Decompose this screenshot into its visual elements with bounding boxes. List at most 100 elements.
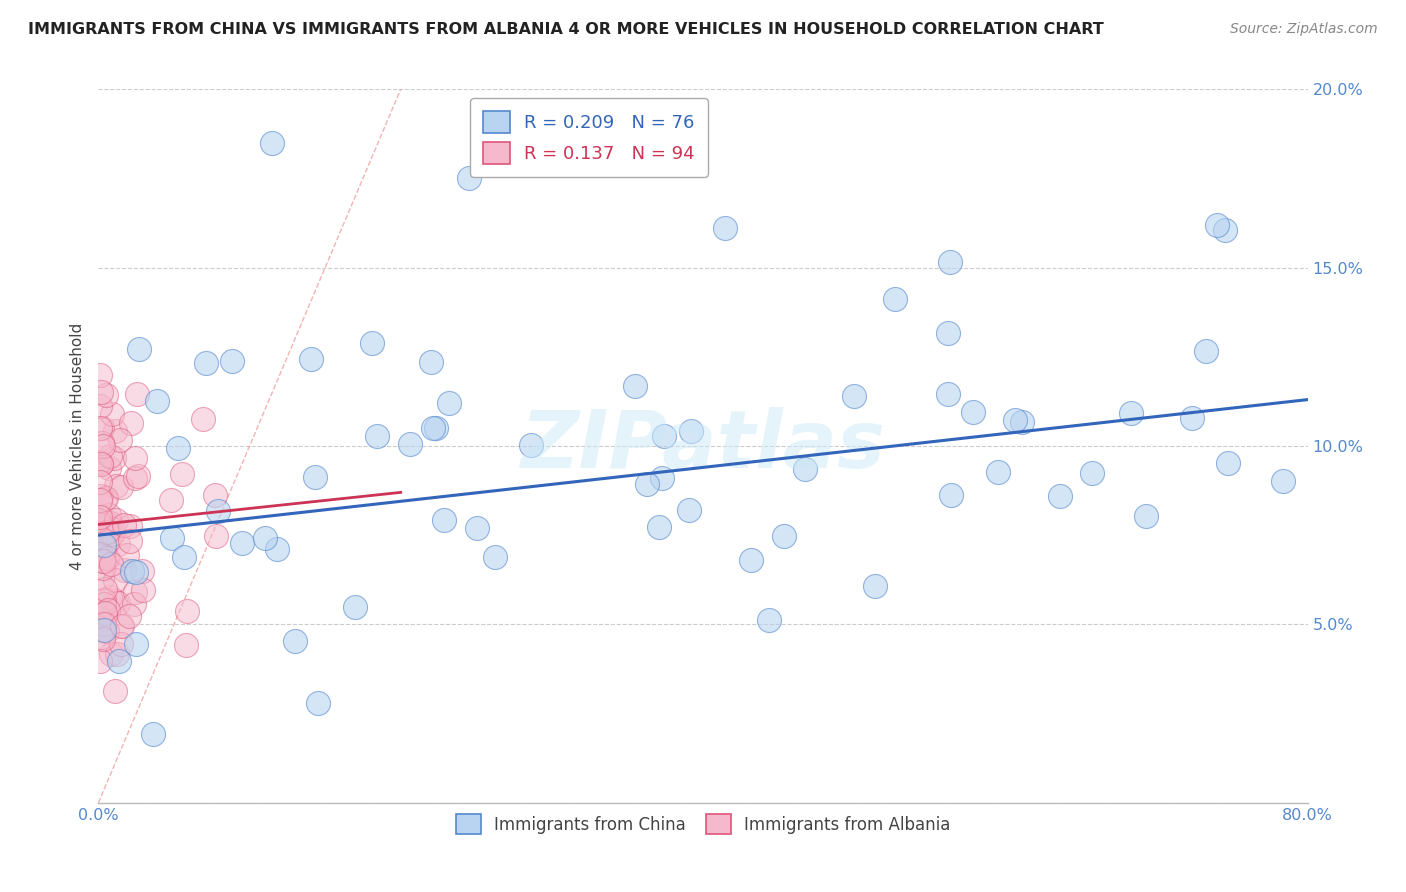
Point [96, 551, 118, 566]
Point [91, 623, 114, 637]
Point [90, 547, 112, 561]
Point [160, 493, 183, 508]
Point [740, 552, 762, 566]
Y-axis label: 4 or more Vehicles in Household: 4 or more Vehicles in Household [69, 322, 84, 570]
Point [624, 379, 647, 393]
Point [484, 549, 506, 564]
Point [90, 436, 112, 450]
Point [91, 421, 114, 435]
Point [262, 136, 284, 150]
Point [173, 549, 195, 564]
Point [100, 407, 122, 421]
Point [89, 612, 111, 626]
Point [176, 604, 198, 618]
Point [162, 531, 184, 545]
Point [120, 416, 142, 430]
Point [344, 600, 367, 615]
Point [128, 342, 150, 356]
Point [176, 638, 198, 652]
Point [89, 654, 111, 668]
Point [1195, 344, 1218, 359]
Point [94, 491, 117, 505]
Point [1181, 411, 1204, 425]
Point [231, 536, 253, 550]
Point [118, 533, 141, 548]
Point [98, 508, 121, 522]
Point [714, 220, 737, 235]
Point [93, 597, 115, 611]
Point [97, 520, 120, 534]
Point [90, 490, 112, 504]
Point [89, 368, 111, 382]
Point [93, 538, 115, 552]
Point [89, 492, 111, 507]
Point [120, 519, 142, 533]
Point [111, 619, 134, 633]
Point [1215, 223, 1237, 237]
Point [110, 619, 132, 633]
Text: IMMIGRANTS FROM CHINA VS IMMIGRANTS FROM ALBANIA 4 OR MORE VEHICLES IN HOUSEHOLD: IMMIGRANTS FROM CHINA VS IMMIGRANTS FROM… [28, 22, 1104, 37]
Point [146, 394, 169, 409]
Point [94, 491, 117, 505]
Point [91, 554, 114, 568]
Point [97, 460, 120, 475]
Point [124, 584, 146, 599]
Point [96, 525, 118, 540]
Point [115, 548, 138, 562]
Point [301, 351, 323, 366]
Point [307, 696, 329, 710]
Point [90, 518, 112, 533]
Point [91, 631, 114, 645]
Point [939, 255, 962, 269]
Point [636, 476, 658, 491]
Point [1119, 406, 1142, 420]
Point [204, 487, 226, 501]
Point [101, 526, 124, 541]
Point [1049, 489, 1071, 503]
Point [127, 469, 149, 483]
Point [172, 467, 194, 482]
Point [90, 571, 112, 585]
Point [439, 396, 461, 410]
Point [1011, 415, 1033, 429]
Point [366, 429, 388, 443]
Point [89, 399, 111, 413]
Point [1004, 413, 1026, 427]
Point [204, 529, 226, 543]
Point [96, 524, 118, 539]
Point [107, 595, 129, 609]
Point [104, 573, 127, 587]
Point [360, 335, 382, 350]
Point [89, 510, 111, 524]
Point [93, 616, 115, 631]
Point [93, 582, 115, 597]
Point [191, 412, 214, 426]
Point [90, 457, 112, 471]
Point [104, 513, 127, 527]
Point [103, 450, 125, 465]
Point [94, 387, 117, 401]
Point [457, 171, 479, 186]
Point [425, 421, 447, 435]
Point [962, 405, 984, 419]
Point [520, 438, 543, 452]
Point [1218, 456, 1240, 470]
Point [105, 479, 128, 493]
Point [89, 421, 111, 435]
Point [107, 537, 129, 551]
Point [89, 455, 111, 469]
Point [207, 504, 229, 518]
Point [107, 654, 129, 668]
Point [936, 326, 959, 341]
Point [110, 480, 132, 494]
Point [195, 356, 218, 370]
Point [939, 488, 962, 502]
Point [652, 429, 675, 443]
Point [679, 425, 702, 439]
Point [844, 388, 866, 402]
Point [98, 449, 121, 463]
Point [91, 632, 114, 646]
Point [112, 518, 135, 533]
Point [94, 606, 117, 620]
Point [100, 648, 122, 662]
